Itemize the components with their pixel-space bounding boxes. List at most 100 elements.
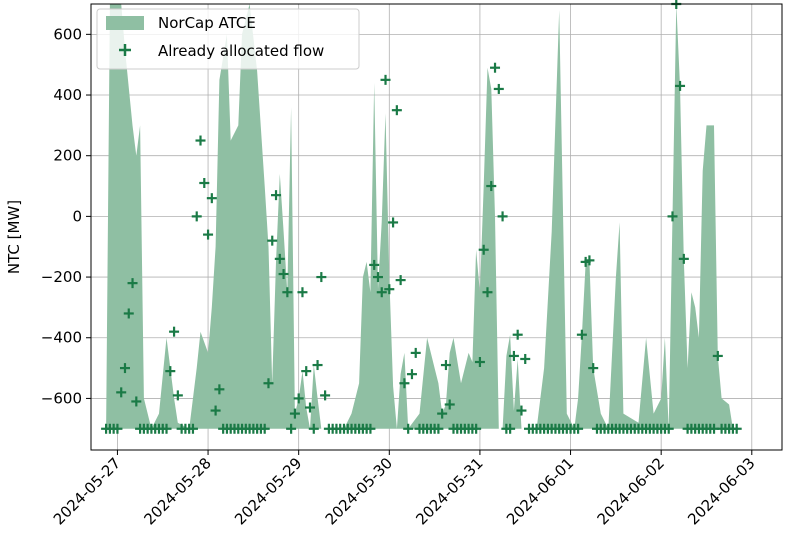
marker-allocated-flow [395,275,406,286]
marker-allocated-flow [116,387,127,398]
marker-allocated-flow [191,211,202,222]
marker-allocated-flow [444,399,455,410]
legend-swatch-marker [119,44,131,56]
marker-allocated-flow [365,423,376,434]
marker-allocated-flow [437,408,448,419]
marker-allocated-flow [206,193,217,204]
x-tick-label: 2024-05-27 [50,454,124,528]
area-norcap-atce [106,4,737,429]
marker-allocated-flow [312,360,323,371]
marker-allocated-flow [399,378,410,389]
marker-allocated-flow [490,62,501,73]
y-axis-ticks: 600 400 200 0 −200 −400 −600 [41,25,91,407]
marker-allocated-flow [380,74,391,85]
marker-allocated-flow [391,105,402,116]
marker-allocated-flow [372,272,383,283]
marker-allocated-flow [403,423,414,434]
marker-allocated-flow [203,229,214,240]
marker-allocated-flow [169,326,180,337]
marker-allocated-flow [165,366,176,377]
y-tick-label: 400 [53,86,82,104]
x-axis-ticks: 2024-05-27 2024-05-28 2024-05-29 2024-05-30… [50,450,759,528]
marker-allocated-flow [482,287,493,298]
marker-allocated-flow [573,423,584,434]
x-tick-label: 2024-05-29 [231,454,305,528]
marker-allocated-flow [210,405,221,416]
plot-frame [90,3,783,451]
marker-allocated-flow [274,253,285,264]
marker-allocated-flow [259,423,270,434]
legend: NorCap ATCE Already allocated flow [96,8,360,70]
marker-allocated-flow [471,423,482,434]
marker-allocated-flow [497,211,508,222]
marker-allocated-flow [172,390,183,401]
grid-lines [91,4,782,450]
marker-allocated-flow [112,423,123,434]
legend-box [96,8,360,70]
marker-allocated-flow [199,178,210,189]
marker-allocated-flow [301,366,312,377]
marker-allocated-flow [406,369,417,380]
legend-label-area: NorCap ATCE [158,14,256,32]
y-tick-label: −200 [41,268,82,286]
marker-allocated-flow [131,396,142,407]
marker-allocated-flow [731,423,742,434]
marker-allocated-flow [505,423,516,434]
x-tick-label: 2024-05-31 [412,454,486,528]
marker-allocated-flow [486,181,497,192]
marker-allocated-flow [286,423,297,434]
marker-allocated-flow [384,284,395,295]
legend-swatch-area [106,16,144,30]
y-tick-label: −400 [41,329,82,347]
x-tick-label: 2024-06-02 [594,454,668,528]
area-series-group [106,4,737,429]
marker-allocated-flow [493,83,504,94]
marker-allocated-flow [161,423,172,434]
x-tick-label: 2024-05-30 [322,454,396,528]
marker-allocated-flow [512,329,523,340]
legend-label-marker: Already allocated flow [158,42,324,60]
marker-allocated-flow [410,347,421,358]
y-tick-label: 200 [53,147,82,165]
marker-allocated-flow [675,80,686,91]
marker-allocated-flow [388,217,399,228]
marker-allocated-flow [289,408,300,419]
marker-allocated-flow [127,278,138,289]
marker-allocated-flow [712,350,723,361]
marker-allocated-flow [320,390,331,401]
marker-allocated-flow [282,287,293,298]
marker-allocated-flow [667,211,678,222]
marker-allocated-flow [678,253,689,264]
marker-allocated-flow [588,363,599,374]
marker-allocated-flow [214,384,225,395]
y-tick-label: −600 [41,389,82,407]
marker-allocated-flow [271,190,282,201]
marker-allocated-flow [297,287,308,298]
marker-allocated-flow [308,423,319,434]
marker-allocated-flow [516,405,527,416]
marker-allocated-flow [278,269,289,280]
marker-allocated-flow [119,363,130,374]
x-tick-label: 2024-06-03 [684,454,758,528]
y-tick-label: 0 [72,207,82,225]
marker-allocated-flow [293,393,304,404]
marker-allocated-flow [508,350,519,361]
marker-allocated-flow [440,360,451,371]
marker-allocated-flow [123,308,134,319]
plot-border [90,3,783,451]
y-axis-label: NTC [MW] [5,200,23,274]
x-tick-label: 2024-06-01 [503,454,577,528]
marker-allocated-flow [433,423,444,434]
marker-allocated-flow [474,357,485,368]
marker-allocated-flow [195,135,206,146]
marker-allocated-flow [187,423,198,434]
marker-allocated-flow [576,329,587,340]
scatter-series-group [101,0,742,434]
marker-allocated-flow [267,235,278,246]
marker-allocated-flow [305,402,316,413]
marker-allocated-flow [376,287,387,298]
x-tick-label: 2024-05-28 [141,454,215,528]
marker-allocated-flow [584,255,595,266]
